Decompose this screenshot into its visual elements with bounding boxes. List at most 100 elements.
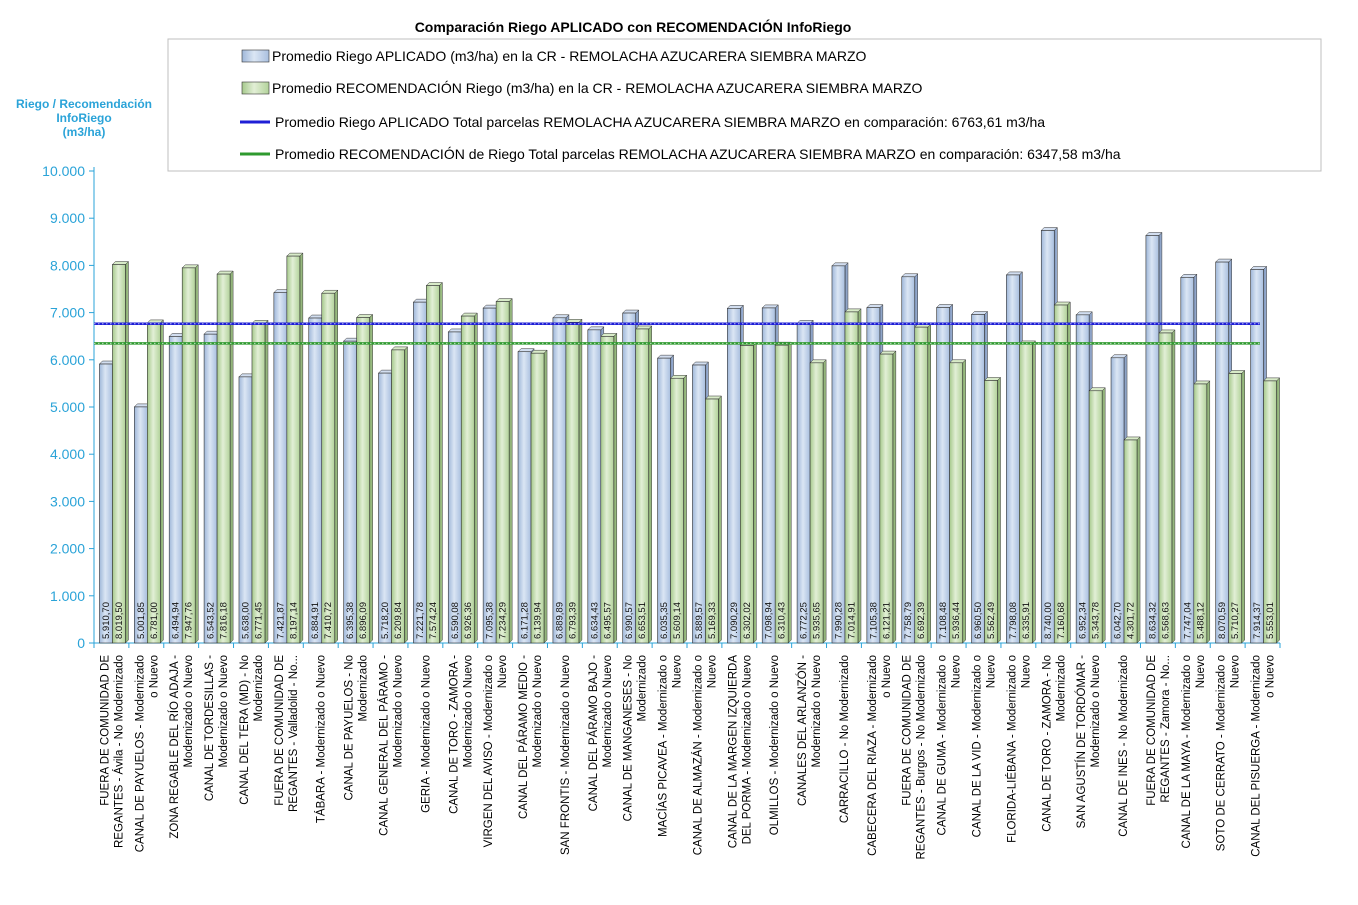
bar-top [1228,370,1246,374]
bar-top [809,359,827,364]
bar-top [949,359,967,364]
bar-recomendacion: 4.301,72 [1123,436,1141,644]
data-label: 7.914,37 [1252,602,1263,639]
data-label: 8.197,14 [288,602,299,639]
bar-recomendacion: 7.947,76 [181,264,199,644]
category-label-line: Nuevo [497,655,509,688]
bar-front [112,264,126,644]
bar-front [391,349,405,644]
data-label: 6.543,52 [206,602,217,639]
bar-recomendacion: 6.568,63 [1158,329,1176,644]
category-label-line: CANAL DE PAYUELOS - Modernizado [134,655,146,852]
category-label-line: OLMILLOS - Modernizado o Nuevo [769,655,781,835]
y-tick-label: 3.000 [50,493,85,509]
data-label: 6.139,94 [533,602,544,639]
bar-side [160,319,164,644]
bar-recomendacion: 7.160,68 [1053,301,1071,644]
bar-side [1206,380,1211,644]
bar-front [565,322,580,644]
data-label: 8.740,00 [1043,602,1054,639]
data-label: 6.568,63 [1160,602,1171,639]
bar-top [1180,274,1198,278]
bar-recomendacion: 6.771,45 [251,319,269,644]
category-label: SOTO DE CERRATO - Modernizado o Nuevo [1216,655,1242,851]
bar-top [517,348,535,352]
bar-front [168,336,183,644]
bar-front [203,333,218,644]
x-axis-labels: FUERA DE COMUNIDAD DE REGANTES - Ávila - … [99,655,1276,860]
bar-recomendacion: 5.936,44 [949,359,967,644]
bar-recomendacion: 6.302,02 [739,341,757,644]
bar-front [657,357,671,644]
bar-front [831,265,846,644]
bar-recomendacion: 5.609,14 [669,374,688,644]
bar-side [1171,329,1176,644]
bar-front [1180,277,1195,644]
data-label: 5.609,14 [672,602,683,639]
category-label-line: SAN FRONTIS - Modernizado o Nuevo [560,655,572,855]
category-label: CANAL DEL PISUERGA - Modernizado o Nuevo [1251,655,1277,857]
category-label-line: Modernizado [358,655,370,721]
bar-side [264,319,269,644]
bar-side [439,281,443,644]
bar-top [901,273,919,278]
bar-side [1032,340,1036,644]
bar-side [543,349,548,644]
category-label-line: FUERA DE COMUNIDAD DE [99,655,111,806]
data-label: 6.302,02 [742,602,753,639]
category-label-line: CANAL DE TORO - ZAMORA - No [1041,655,1053,832]
category-label: CANALES DEL ARLANZÓN - Modernizado o Nuev… [796,655,823,806]
bar-front [1250,269,1264,644]
bar-top [635,325,653,330]
bar-top [146,319,164,324]
category-label: CANAL DE INES - No Modernizado [1118,655,1130,837]
bar-front [1075,314,1090,644]
bar-recomendacion: 6.653,51 [635,325,653,644]
category-label-line: CABECERA DEL RIAZA - Modernizado [867,655,879,856]
bar-recomendacion: 6.139,94 [530,349,548,644]
bar-top [879,350,897,355]
category-label-line: Nuevo [672,655,684,688]
data-label: 5.488,12 [1195,602,1206,639]
category-label: SAN FRONTIS - Modernizado o Nuevo [560,655,572,855]
bar-top [216,270,234,275]
data-label: 5.910,70 [101,602,112,639]
bar-front [1006,274,1020,644]
bar-front [879,353,894,644]
bar-side [997,376,1001,644]
bar-recomendacion: 5.488,12 [1193,380,1211,644]
data-label: 6.990,57 [624,602,635,639]
category-label-line: Modernizado o Nuevo [218,655,230,768]
data-label: 7.798,08 [1008,602,1019,639]
category-label-line: FUERA DE COMUNIDAD DE [274,655,286,806]
bar-side [892,350,897,644]
bar-top [983,377,1002,381]
data-label: 6.653,51 [637,602,648,639]
category-label-line: CARRACILLO - No Modernizado [839,655,851,823]
y-tick-label: 8.000 [50,257,85,273]
category-label-line: GERIA - Modernizado o Nuevo [420,655,432,813]
bar-front [740,345,754,644]
data-label: 7.108,48 [938,602,949,639]
y-axis-label: Riego / Recomendación InfoRiego (m3/ha) [16,97,152,139]
bar-front [622,312,636,644]
legend-label: Promedio Riego APLICADO (m3/ha) en la CR… [272,48,867,64]
data-label: 6.889,89 [554,602,565,639]
bar-side [194,264,199,644]
legend-label: Promedio Riego APLICADO Total parcelas R… [275,114,1045,130]
bar-front [914,326,929,644]
bar-front [308,317,323,644]
bars: 5.910,70 5.001,85 6.494,94 6.543,52 5.638,00… [98,226,1281,644]
bar-top [656,354,675,359]
category-label-line: Modernizado o Nuevo [532,655,544,768]
bar-side [1136,436,1141,644]
data-label: 7.221,78 [415,602,426,639]
bar-front [426,285,440,644]
category-label: CANAL DE LA MARGEN IZQUIERDA DEL PORMA - … [727,655,753,849]
category-label: CANAL DE MANGANESES - No Modernizado [623,655,649,821]
bar-side [648,325,652,644]
data-label: 6.171,28 [520,602,531,639]
y-axis-label-line-2: InfoRiego [56,111,111,125]
data-label: 5.169,33 [707,602,718,639]
data-label: 7.014,91 [846,602,857,639]
